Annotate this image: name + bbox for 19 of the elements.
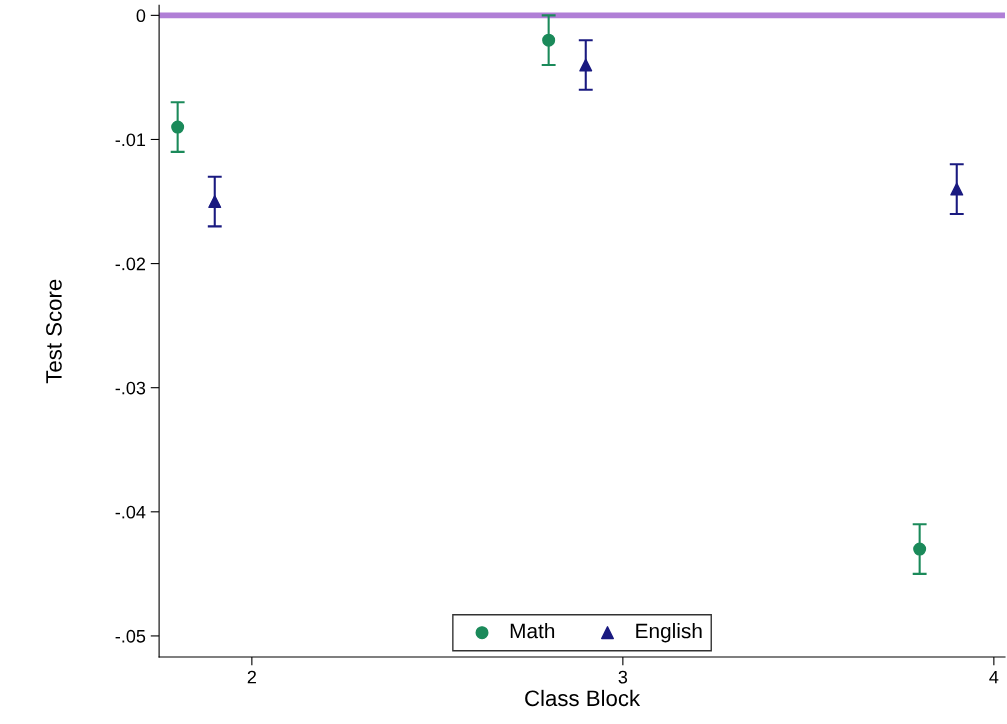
x-tick-label: 3 bbox=[618, 670, 628, 684]
point bbox=[208, 195, 222, 209]
point bbox=[950, 182, 964, 196]
point bbox=[542, 33, 556, 47]
y-tick-label: 0 bbox=[136, 9, 146, 23]
y-tick-label: -.01 bbox=[115, 133, 146, 147]
y-tick-label: -.03 bbox=[115, 381, 146, 395]
x-tick-label: 4 bbox=[989, 670, 999, 684]
point bbox=[913, 542, 927, 556]
y-tick-label: -.02 bbox=[115, 257, 146, 271]
y-tick-label: -.04 bbox=[115, 505, 146, 519]
legend-label: English bbox=[636, 623, 702, 643]
x-axis-title: Class Block bbox=[525, 689, 641, 707]
y-axis-title: Test Score bbox=[46, 279, 62, 384]
point bbox=[579, 58, 593, 72]
y-tick-label: -.05 bbox=[115, 629, 146, 643]
legend-label: Math bbox=[510, 623, 555, 639]
point bbox=[171, 120, 185, 134]
x-tick-label: 2 bbox=[247, 670, 256, 684]
